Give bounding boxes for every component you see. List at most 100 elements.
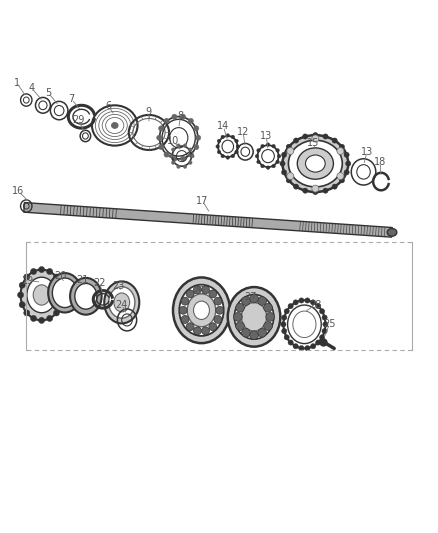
Text: 5: 5 xyxy=(45,87,51,98)
Ellipse shape xyxy=(114,293,130,312)
Ellipse shape xyxy=(53,278,77,308)
Ellipse shape xyxy=(75,284,97,309)
Text: 26: 26 xyxy=(192,286,204,296)
Ellipse shape xyxy=(241,303,267,331)
Ellipse shape xyxy=(231,154,235,158)
Ellipse shape xyxy=(31,269,37,274)
Ellipse shape xyxy=(323,134,328,139)
Ellipse shape xyxy=(286,177,291,183)
Ellipse shape xyxy=(323,322,328,327)
Ellipse shape xyxy=(276,160,279,164)
Text: 20: 20 xyxy=(54,271,67,281)
Ellipse shape xyxy=(157,135,162,140)
Ellipse shape xyxy=(286,144,291,149)
Text: 15: 15 xyxy=(307,138,319,148)
Ellipse shape xyxy=(111,123,118,128)
Ellipse shape xyxy=(231,135,235,139)
Ellipse shape xyxy=(313,133,318,138)
Text: 19: 19 xyxy=(22,276,35,286)
Ellipse shape xyxy=(60,292,66,298)
Ellipse shape xyxy=(311,344,316,349)
Ellipse shape xyxy=(288,140,343,187)
Ellipse shape xyxy=(281,322,286,327)
Ellipse shape xyxy=(19,282,25,288)
Ellipse shape xyxy=(186,290,194,298)
Ellipse shape xyxy=(18,292,24,298)
Ellipse shape xyxy=(58,302,64,308)
Ellipse shape xyxy=(191,155,194,158)
Ellipse shape xyxy=(287,148,294,155)
Ellipse shape xyxy=(235,139,238,143)
Ellipse shape xyxy=(201,286,209,294)
Ellipse shape xyxy=(189,148,192,151)
Text: 28: 28 xyxy=(309,300,321,310)
Ellipse shape xyxy=(257,160,260,164)
Ellipse shape xyxy=(277,155,281,158)
Ellipse shape xyxy=(284,309,290,314)
Ellipse shape xyxy=(21,270,63,320)
Ellipse shape xyxy=(209,290,217,298)
Ellipse shape xyxy=(322,328,327,334)
Ellipse shape xyxy=(322,315,327,320)
Ellipse shape xyxy=(221,154,224,158)
Ellipse shape xyxy=(183,165,187,168)
Ellipse shape xyxy=(188,152,194,157)
Ellipse shape xyxy=(46,269,53,274)
Ellipse shape xyxy=(233,312,242,321)
Ellipse shape xyxy=(261,144,264,148)
Ellipse shape xyxy=(303,188,308,193)
Text: 29: 29 xyxy=(72,115,84,125)
Ellipse shape xyxy=(39,266,45,273)
Ellipse shape xyxy=(337,148,344,155)
Ellipse shape xyxy=(181,297,189,305)
Text: 6: 6 xyxy=(106,101,112,111)
Ellipse shape xyxy=(266,312,275,321)
Ellipse shape xyxy=(255,155,259,158)
Ellipse shape xyxy=(179,285,224,336)
Ellipse shape xyxy=(201,327,209,335)
Text: 18: 18 xyxy=(374,157,386,167)
Ellipse shape xyxy=(164,152,169,157)
Ellipse shape xyxy=(172,114,177,119)
Ellipse shape xyxy=(332,138,337,143)
Ellipse shape xyxy=(189,161,192,164)
Text: 10: 10 xyxy=(167,136,180,146)
Ellipse shape xyxy=(228,287,280,346)
Ellipse shape xyxy=(287,173,294,180)
Ellipse shape xyxy=(293,138,299,143)
Ellipse shape xyxy=(312,185,319,192)
Ellipse shape xyxy=(250,331,258,340)
Ellipse shape xyxy=(299,298,304,303)
Text: 8: 8 xyxy=(177,111,184,122)
Text: 7: 7 xyxy=(68,94,74,104)
Ellipse shape xyxy=(171,148,175,151)
Ellipse shape xyxy=(258,297,266,305)
Ellipse shape xyxy=(264,321,272,330)
Ellipse shape xyxy=(250,294,258,303)
Ellipse shape xyxy=(109,287,135,318)
Text: 16: 16 xyxy=(12,186,25,196)
Ellipse shape xyxy=(282,315,287,320)
Ellipse shape xyxy=(266,166,270,169)
Ellipse shape xyxy=(319,309,325,314)
Ellipse shape xyxy=(27,277,57,313)
Ellipse shape xyxy=(305,298,310,303)
Ellipse shape xyxy=(293,184,299,189)
Ellipse shape xyxy=(183,144,187,147)
Ellipse shape xyxy=(180,156,186,161)
Ellipse shape xyxy=(39,317,45,324)
Ellipse shape xyxy=(288,303,293,309)
Ellipse shape xyxy=(209,323,217,330)
Ellipse shape xyxy=(194,144,199,150)
Ellipse shape xyxy=(242,297,251,305)
Ellipse shape xyxy=(344,169,349,175)
Ellipse shape xyxy=(164,118,169,124)
Ellipse shape xyxy=(264,303,272,312)
Ellipse shape xyxy=(179,306,187,314)
Text: 27: 27 xyxy=(244,292,257,302)
Ellipse shape xyxy=(48,273,81,312)
Ellipse shape xyxy=(33,285,50,305)
Ellipse shape xyxy=(194,126,199,131)
Ellipse shape xyxy=(187,294,216,327)
Ellipse shape xyxy=(339,144,345,149)
